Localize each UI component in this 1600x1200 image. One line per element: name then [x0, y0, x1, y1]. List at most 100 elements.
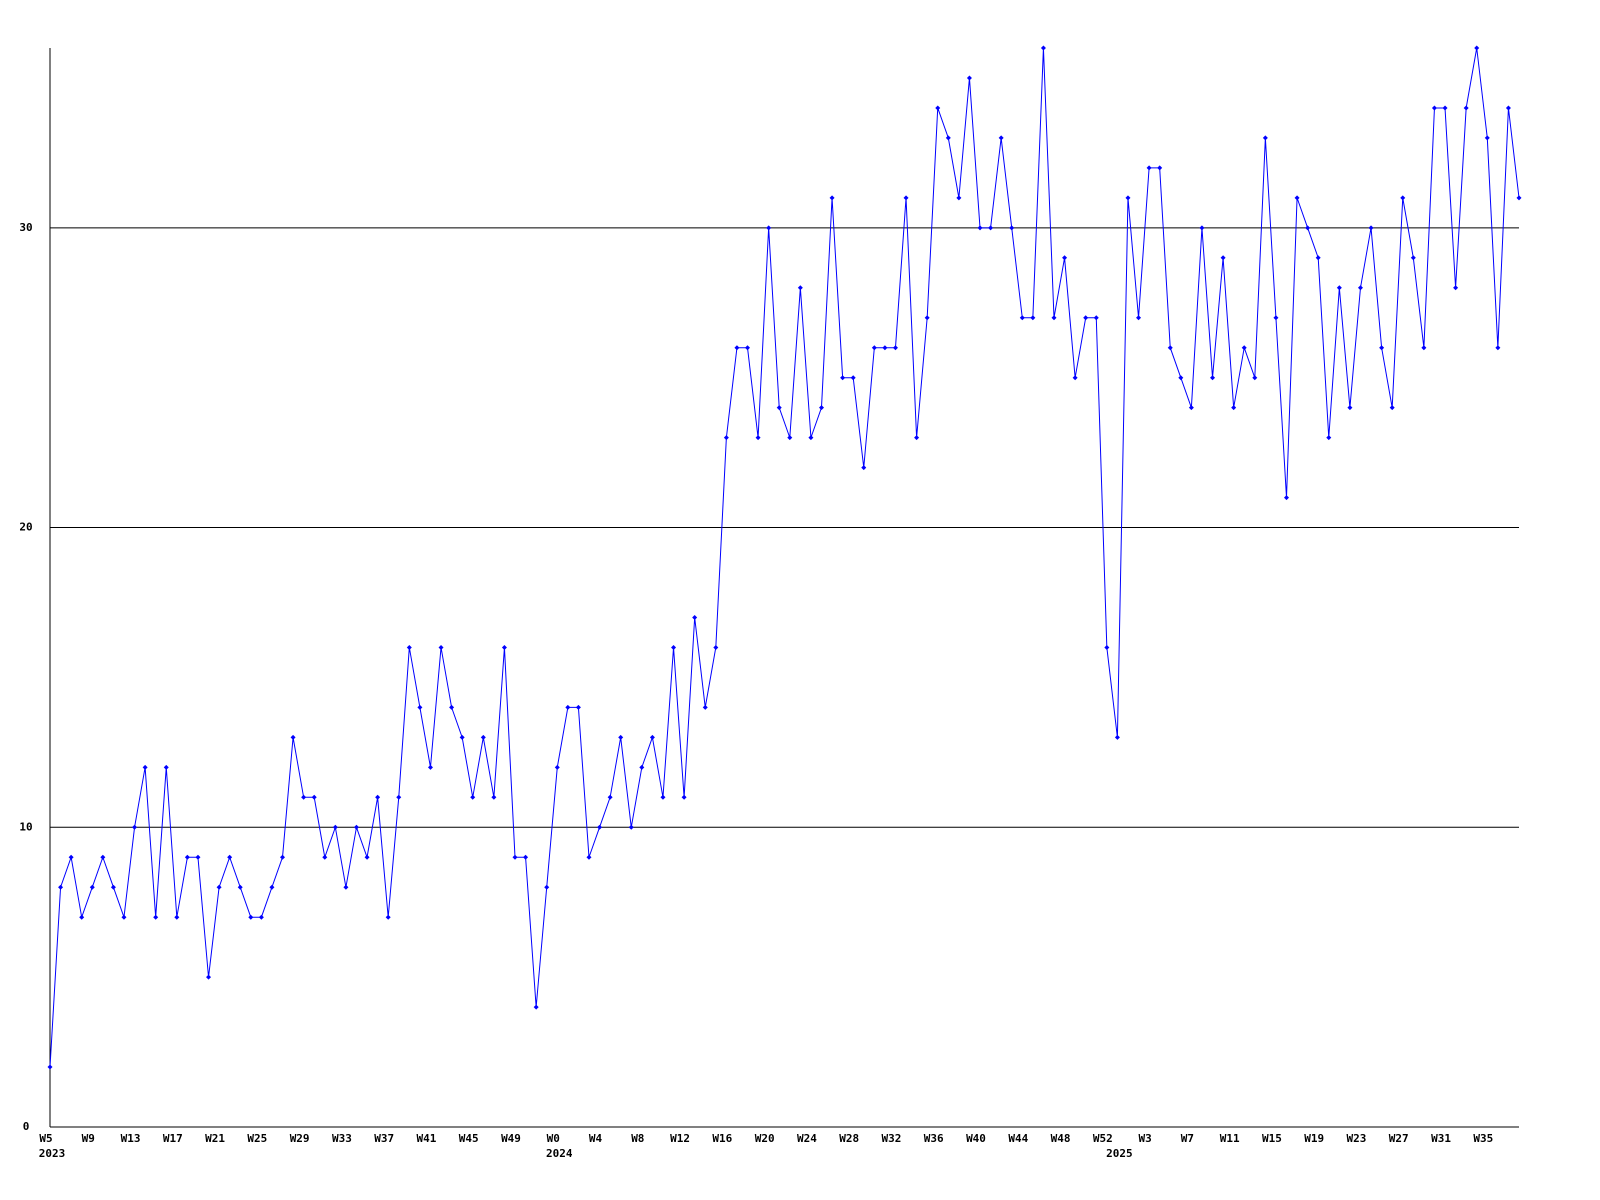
- data-point: [1283, 495, 1289, 501]
- data-point: [945, 135, 951, 141]
- x-tick-label: W21: [205, 1132, 225, 1145]
- x-tick-label: W36: [924, 1132, 944, 1145]
- x-tick-label: W15: [1262, 1132, 1282, 1145]
- data-point: [501, 644, 507, 650]
- data-point: [248, 914, 254, 920]
- data-point: [322, 854, 328, 860]
- x-year-label: 2024: [546, 1147, 573, 1160]
- data-point: [829, 195, 835, 201]
- data-line: [49, 47, 1520, 1068]
- data-point: [491, 794, 497, 800]
- data-point: [1326, 435, 1332, 441]
- x-year-label: 2025: [1106, 1147, 1133, 1160]
- data-point: [671, 644, 677, 650]
- data-point: [628, 824, 634, 830]
- data-point: [1389, 405, 1395, 411]
- data-point: [1431, 105, 1437, 111]
- y-tick-label: 20: [19, 521, 32, 534]
- data-point: [258, 914, 264, 920]
- x-tick-label: W7: [1181, 1132, 1194, 1145]
- data-point: [1463, 105, 1469, 111]
- x-tick-label: W33: [332, 1132, 352, 1145]
- data-point: [1505, 105, 1511, 111]
- data-point: [1231, 405, 1237, 411]
- data-point: [702, 704, 708, 710]
- data-point: [132, 824, 138, 830]
- data-point: [512, 854, 518, 860]
- data-point: [1315, 255, 1321, 261]
- x-tick-label: W4: [589, 1132, 603, 1145]
- data-point: [660, 794, 666, 800]
- x-year-label: 2023: [39, 1147, 66, 1160]
- x-tick-label: W29: [290, 1132, 310, 1145]
- data-point: [1252, 375, 1258, 381]
- x-tick-label: W16: [712, 1132, 732, 1145]
- data-point: [597, 824, 603, 830]
- data-point: [924, 315, 930, 321]
- data-point: [1347, 405, 1353, 411]
- data-point: [1178, 375, 1184, 381]
- data-point: [1262, 135, 1268, 141]
- data-point: [935, 105, 941, 111]
- data-point: [575, 704, 581, 710]
- data-point: [649, 734, 655, 740]
- data-point: [216, 884, 222, 890]
- x-tick-label: W48: [1051, 1132, 1071, 1145]
- data-point: [353, 824, 359, 830]
- data-point: [977, 225, 983, 231]
- data-point: [1241, 345, 1247, 351]
- x-tick-label: W23: [1347, 1132, 1367, 1145]
- data-point: [79, 914, 85, 920]
- x-tick-label: W12: [670, 1132, 690, 1145]
- data-point: [1051, 315, 1057, 321]
- data-point: [734, 345, 740, 351]
- data-point: [776, 405, 782, 411]
- x-tick-label: W13: [121, 1132, 141, 1145]
- x-tick-label: W17: [163, 1132, 183, 1145]
- y-tick-label: 30: [19, 221, 32, 234]
- data-point: [1410, 255, 1416, 261]
- data-point: [808, 435, 814, 441]
- x-tick-label: W28: [839, 1132, 859, 1145]
- data-point: [1167, 345, 1173, 351]
- data-point: [871, 345, 877, 351]
- data-point: [385, 914, 391, 920]
- y-tick-label: 10: [19, 820, 32, 833]
- data-point: [1516, 195, 1522, 201]
- data-point: [174, 914, 180, 920]
- data-point: [237, 884, 243, 890]
- x-tick-label: W37: [374, 1132, 394, 1145]
- data-point: [681, 794, 687, 800]
- data-point: [1368, 225, 1374, 231]
- data-point: [1400, 195, 1406, 201]
- data-point: [89, 884, 95, 890]
- data-point: [1357, 285, 1363, 291]
- data-point: [427, 764, 433, 770]
- data-point: [1453, 285, 1459, 291]
- data-point: [1083, 315, 1089, 321]
- x-tick-label: W24: [797, 1132, 817, 1145]
- data-point: [1146, 165, 1152, 171]
- data-point: [1104, 644, 1110, 650]
- data-point: [914, 435, 920, 441]
- data-point: [850, 375, 856, 381]
- x-tick-label: W20: [755, 1132, 775, 1145]
- data-point: [797, 285, 803, 291]
- data-point: [1199, 225, 1205, 231]
- x-tick-label: W52: [1093, 1132, 1113, 1145]
- data-point: [554, 764, 560, 770]
- data-point: [195, 854, 201, 860]
- data-point: [618, 734, 624, 740]
- x-tick-label: W5: [39, 1132, 52, 1145]
- x-tick-label: W49: [501, 1132, 521, 1145]
- data-point: [1062, 255, 1068, 261]
- data-point: [1220, 255, 1226, 261]
- x-tick-label: W40: [966, 1132, 986, 1145]
- data-point: [1294, 195, 1300, 201]
- data-point: [1273, 315, 1279, 321]
- x-tick-label: W32: [882, 1132, 902, 1145]
- data-point: [100, 854, 106, 860]
- data-point: [544, 884, 550, 890]
- x-tick-label: W0: [547, 1132, 560, 1145]
